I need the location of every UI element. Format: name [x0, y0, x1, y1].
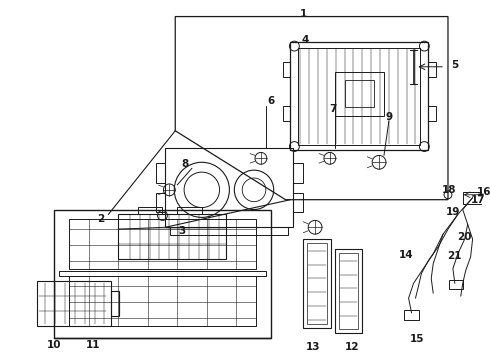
Bar	[291, 42, 428, 150]
Text: 15: 15	[410, 334, 425, 345]
Text: 19: 19	[446, 207, 460, 216]
Bar	[449, 280, 463, 289]
Text: 18: 18	[441, 185, 456, 195]
Bar	[463, 192, 483, 204]
Text: 4: 4	[301, 35, 309, 45]
Bar	[54, 210, 271, 338]
Text: 13: 13	[306, 342, 320, 352]
Bar	[59, 271, 266, 276]
Bar	[37, 282, 111, 326]
Text: 6: 6	[267, 96, 274, 106]
Bar	[166, 148, 294, 227]
Bar	[171, 227, 289, 235]
Text: 11: 11	[86, 341, 101, 350]
Bar	[339, 253, 358, 329]
Bar	[428, 106, 436, 121]
Text: 14: 14	[398, 250, 413, 260]
Bar	[298, 48, 420, 145]
Bar	[428, 62, 436, 77]
Bar	[155, 193, 166, 212]
Text: 8: 8	[181, 159, 189, 169]
Bar	[283, 106, 291, 121]
Bar	[303, 239, 331, 328]
Text: 10: 10	[47, 341, 61, 350]
Text: 9: 9	[385, 112, 392, 122]
Text: 5: 5	[451, 60, 459, 70]
Text: 20: 20	[458, 232, 472, 242]
Text: 3: 3	[178, 226, 186, 236]
Text: 17: 17	[471, 195, 486, 205]
Bar	[344, 80, 374, 107]
Bar	[69, 219, 256, 269]
Bar	[118, 215, 226, 259]
Bar	[283, 62, 291, 77]
Bar	[307, 243, 327, 324]
Bar	[138, 207, 163, 215]
Text: 12: 12	[345, 342, 360, 352]
Text: 16: 16	[477, 187, 490, 197]
Bar	[69, 276, 256, 326]
Bar	[294, 193, 303, 212]
Bar	[404, 310, 419, 320]
Bar	[335, 249, 362, 333]
Bar	[335, 72, 384, 116]
Text: 21: 21	[448, 251, 462, 261]
Bar	[177, 207, 202, 215]
Bar	[294, 163, 303, 183]
Text: 2: 2	[97, 215, 104, 224]
Bar	[111, 291, 119, 316]
Text: 7: 7	[329, 104, 337, 114]
Bar	[155, 163, 166, 183]
Text: 1: 1	[299, 9, 307, 19]
